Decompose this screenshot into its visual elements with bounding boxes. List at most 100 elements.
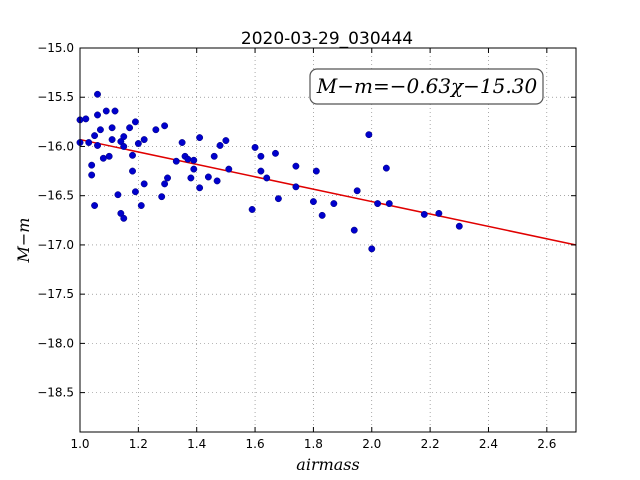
- data-point: [85, 139, 93, 146]
- data-point: [190, 156, 198, 164]
- x-tick-label: 1.8: [304, 437, 323, 451]
- data-point: [309, 198, 317, 206]
- data-point: [108, 124, 116, 132]
- y-tick-label: −15.5: [37, 90, 74, 104]
- data-point: [126, 124, 134, 132]
- data-point: [102, 107, 110, 115]
- data-point: [120, 143, 128, 150]
- y-tick-label: −15.0: [37, 41, 74, 55]
- x-tick-label: 1.0: [70, 437, 89, 451]
- x-tick-label: 2.2: [421, 437, 440, 451]
- x-tick-labels: 1.0 1.2 1.4 1.6 1.8 2.0 2.2 2.4 2.6: [70, 437, 556, 451]
- data-point: [353, 187, 361, 195]
- x-axis-label: airmass: [296, 455, 359, 474]
- data-point: [330, 200, 338, 208]
- data-point: [196, 184, 204, 192]
- fit-line-group: [79, 138, 577, 246]
- fit-equation: M−m=−0.63χ−15.30: [316, 74, 538, 98]
- data-point: [210, 152, 218, 160]
- x-tick-label: 2.0: [362, 437, 381, 451]
- data-point: [140, 180, 148, 188]
- data-point: [187, 174, 195, 182]
- grid-lines: [79, 47, 576, 432]
- data-point: [131, 118, 139, 126]
- data-point: [222, 137, 230, 145]
- data-point: [158, 193, 166, 201]
- data-point: [94, 142, 101, 149]
- data-point: [257, 152, 265, 160]
- data-point: [111, 107, 119, 115]
- chart-title: 2020-03-29_030444: [241, 29, 413, 49]
- data-point: [164, 174, 171, 182]
- data-point: [190, 165, 198, 173]
- data-point: [134, 140, 142, 147]
- data-point: [312, 167, 320, 175]
- data-point: [161, 122, 169, 130]
- data-point: [140, 136, 148, 144]
- x-tick-label: 1.2: [129, 437, 148, 451]
- data-point: [216, 142, 224, 149]
- data-point: [184, 155, 192, 163]
- data-point: [172, 157, 180, 165]
- data-point: [257, 167, 265, 175]
- plot-frame: [79, 47, 577, 433]
- data-point: [318, 211, 326, 219]
- data-point: [94, 111, 101, 119]
- data-point: [196, 134, 204, 142]
- data-point: [131, 188, 139, 196]
- data-point: [248, 206, 256, 213]
- data-point: [88, 171, 96, 179]
- fit-equation-box: M−m=−0.63χ−15.30: [309, 68, 544, 105]
- data-point: [292, 183, 300, 191]
- y-tick-label: −16.5: [37, 189, 74, 203]
- data-point: [213, 177, 221, 185]
- data-point: [120, 133, 128, 141]
- data-point: [114, 191, 122, 199]
- data-point: [82, 115, 90, 123]
- data-point: [225, 165, 233, 173]
- y-axis-label: M−m: [14, 218, 33, 264]
- equation-box-border: [309, 68, 544, 105]
- data-point: [88, 161, 96, 169]
- x-tick-label: 1.6: [246, 437, 265, 451]
- fit-line: [79, 138, 577, 246]
- data-point: [105, 152, 113, 160]
- axis-ticks: [79, 47, 576, 432]
- data-point: [91, 132, 99, 140]
- y-tick-label: −18.0: [37, 336, 74, 350]
- data-point: [129, 151, 136, 159]
- y-tick-label: −16.0: [37, 139, 74, 153]
- data-point: [161, 180, 169, 188]
- data-point: [455, 222, 463, 230]
- data-point: [94, 90, 101, 98]
- data-point: [350, 226, 358, 234]
- data-point: [420, 210, 428, 218]
- data-point: [137, 202, 145, 209]
- x-tick-label: 2.4: [479, 437, 498, 451]
- data-point: [385, 200, 393, 208]
- data-point: [251, 143, 259, 151]
- data-point: [272, 149, 279, 157]
- data-point: [374, 200, 382, 208]
- data-points: [76, 90, 463, 253]
- x-tick-label: 1.4: [187, 437, 206, 451]
- data-point: [152, 126, 160, 134]
- data-point: [263, 174, 271, 182]
- data-point: [292, 162, 300, 170]
- y-tick-label: −18.5: [37, 386, 74, 400]
- data-point: [368, 245, 376, 253]
- data-point: [435, 209, 443, 217]
- data-point: [96, 126, 104, 134]
- x-tick-label: 2.6: [537, 437, 556, 451]
- y-tick-label: −17.0: [37, 238, 74, 252]
- data-point: [99, 154, 107, 162]
- data-point: [120, 214, 128, 222]
- y-tick-label: −17.5: [37, 287, 74, 301]
- y-tick-labels: −15.0 −15.5 −16.0 −16.5 −17.0 −17.5 −18.0 −18.5: [37, 41, 74, 400]
- data-point: [382, 164, 390, 172]
- data-point: [274, 195, 282, 203]
- data-point: [204, 173, 212, 181]
- data-point: [178, 139, 186, 146]
- data-point: [108, 136, 116, 144]
- data-point: [365, 131, 373, 139]
